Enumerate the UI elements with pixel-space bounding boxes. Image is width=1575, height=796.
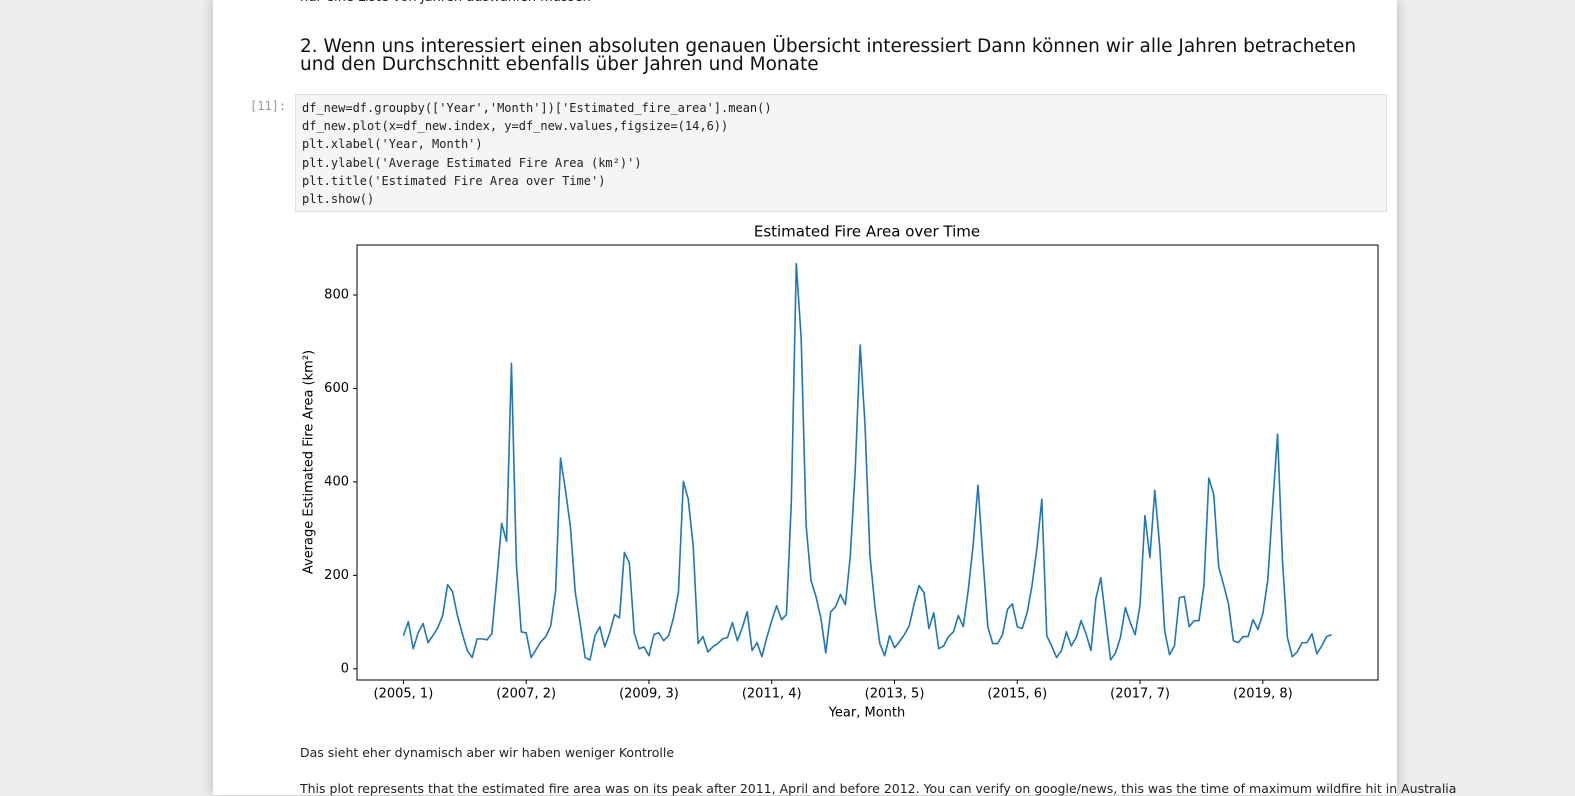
x-tick-label: (2017, 7) [1110,687,1170,702]
chart: Estimated Fire Area over Time Year, Mont… [302,223,1379,721]
x-tick-label: (2009, 3) [619,687,679,702]
x-tick-label: (2005, 1) [374,687,434,702]
paragraph: This plot represents that the estimated … [300,781,1457,796]
code-line: df_new.plot(x=df_new.index, y=df_new.val… [302,119,729,134]
y-tick-label: 800 [324,287,349,302]
heading: 2. Wenn uns interessiert einen absoluten… [300,36,1357,75]
y-axis-label: Average Estimated Fire Area (km²) [302,350,317,574]
code-line: plt.xlabel('Year, Month') [302,137,483,152]
data-line [402,262,1332,661]
y-tick-label: 0 [341,661,349,676]
y-tick-label: 200 [324,568,349,583]
x-tick-label: (2013, 5) [865,687,925,702]
code-line: plt.show() [302,192,375,207]
x-tick-label: (2019, 8) [1233,687,1293,702]
code-cell[interactable]: df_new=df.groupby(['Year','Month'])['Est… [295,94,1387,212]
x-tick-label: (2015, 6) [987,687,1047,702]
code-line: plt.title('Estimated Fire Area over Time… [302,173,606,188]
code-line: plt.ylabel('Average Estimated Fire Area … [302,155,642,170]
plot-frame [356,244,1379,681]
y-tick-label: 600 [324,381,349,396]
y-tick-label: 400 [324,474,349,489]
chart-title: Estimated Fire Area over Time [754,223,980,241]
x-tick-label: (2011, 4) [742,687,802,702]
cell-prompt: [11]: [250,99,287,113]
code-line: df_new=df.groupby(['Year','Month'])['Est… [302,101,772,115]
paragraph: Das sieht eher dynamisch aber wir haben … [300,745,675,760]
paragraph: nur eine Liste von Jahren auswählen müss… [300,0,591,5]
x-tick-label: (2007, 2) [496,687,556,702]
x-axis-label: Year, Month [828,706,906,721]
